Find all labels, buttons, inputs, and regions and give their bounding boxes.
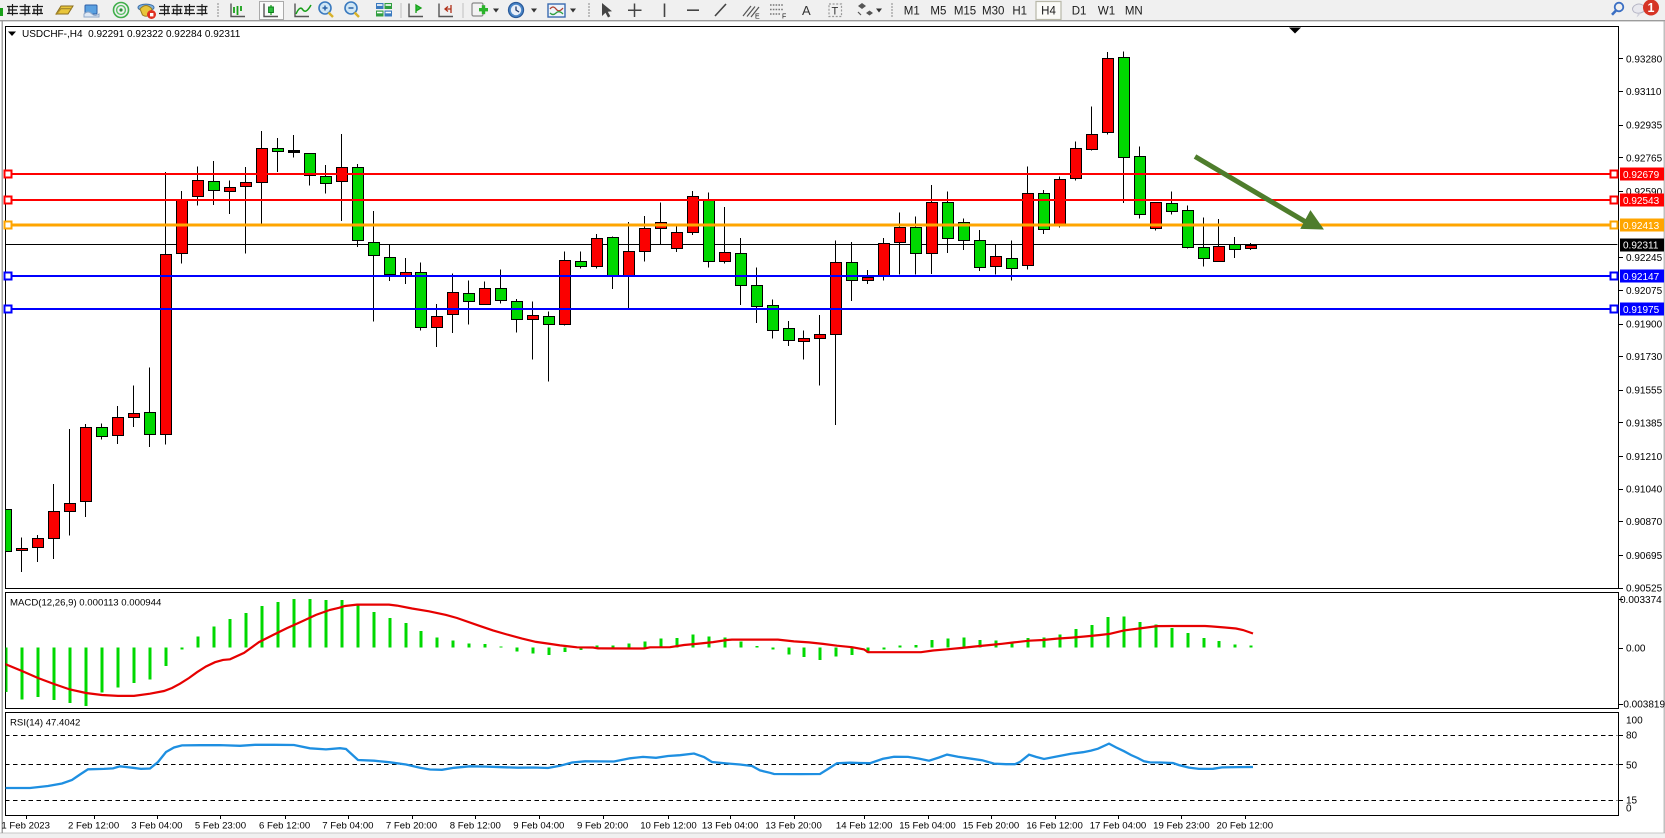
svg-text:0.91385: 0.91385 xyxy=(1626,418,1663,429)
svg-text:1 Feb 2023: 1 Feb 2023 xyxy=(1,821,50,832)
svg-text:0.92147: 0.92147 xyxy=(1623,272,1660,283)
svg-text:7 Feb 04:00: 7 Feb 04:00 xyxy=(322,821,373,832)
svg-text:T: T xyxy=(832,6,839,18)
svg-text:0.92765: 0.92765 xyxy=(1626,153,1663,164)
svg-text:14 Feb 12:00: 14 Feb 12:00 xyxy=(836,821,893,832)
svg-text:USDCHF-,H4 0.92291 0.92322 0.: USDCHF-,H4 0.92291 0.92322 0.92284 0.923… xyxy=(22,29,241,40)
svg-text:0.92590: 0.92590 xyxy=(1626,187,1663,198)
svg-text:F: F xyxy=(782,14,786,21)
svg-text:M1: M1 xyxy=(904,6,920,18)
svg-text:MACD(12,26,9) 0.000113 0.00094: MACD(12,26,9) 0.000113 0.000944 xyxy=(10,598,162,609)
svg-text:0.92935: 0.92935 xyxy=(1626,121,1663,132)
svg-text:20 Feb 12:00: 20 Feb 12:00 xyxy=(1217,821,1274,832)
svg-text:13 Feb 20:00: 13 Feb 20:00 xyxy=(765,821,822,832)
svg-text:0.91730: 0.91730 xyxy=(1626,352,1663,363)
svg-text:MN: MN xyxy=(1125,6,1143,18)
svg-text:E: E xyxy=(755,14,760,21)
svg-text:W1: W1 xyxy=(1098,6,1115,18)
svg-text:0.90870: 0.90870 xyxy=(1626,517,1663,528)
svg-text:0.93110: 0.93110 xyxy=(1626,87,1662,98)
svg-text:A: A xyxy=(802,3,811,18)
svg-text:13 Feb 04:00: 13 Feb 04:00 xyxy=(702,821,759,832)
svg-text:15 Feb 20:00: 15 Feb 20:00 xyxy=(963,821,1020,832)
svg-text:1: 1 xyxy=(1648,1,1655,15)
svg-text:0.92543: 0.92543 xyxy=(1623,196,1660,207)
svg-text:16 Feb 12:00: 16 Feb 12:00 xyxy=(1026,821,1083,832)
svg-text:2 Feb 12:00: 2 Feb 12:00 xyxy=(68,821,119,832)
svg-text:-0.003819: -0.003819 xyxy=(1620,700,1665,711)
svg-text:0.003374: 0.003374 xyxy=(1620,595,1662,606)
svg-text:17 Feb 04:00: 17 Feb 04:00 xyxy=(1090,821,1147,832)
svg-text:8 Feb 12:00: 8 Feb 12:00 xyxy=(450,821,501,832)
svg-text:0.93280: 0.93280 xyxy=(1626,55,1663,66)
svg-text:100: 100 xyxy=(1626,716,1643,727)
svg-text:0.90695: 0.90695 xyxy=(1626,551,1663,562)
svg-text:80: 80 xyxy=(1626,731,1638,742)
svg-text:0.91040: 0.91040 xyxy=(1626,485,1663,496)
svg-text:5 Feb 23:00: 5 Feb 23:00 xyxy=(195,821,246,832)
svg-text:H4: H4 xyxy=(1041,6,1056,18)
svg-text:0.92075: 0.92075 xyxy=(1626,286,1663,297)
svg-text:15: 15 xyxy=(1626,796,1638,807)
svg-text:H1: H1 xyxy=(1012,6,1027,18)
svg-text:10 Feb 12:00: 10 Feb 12:00 xyxy=(640,821,697,832)
svg-text:0.92413: 0.92413 xyxy=(1623,221,1660,232)
svg-text:0.92679: 0.92679 xyxy=(1623,170,1660,181)
svg-text:6 Feb 12:00: 6 Feb 12:00 xyxy=(259,821,310,832)
svg-text:9 Feb 04:00: 9 Feb 04:00 xyxy=(513,821,564,832)
svg-text:0.91900: 0.91900 xyxy=(1626,320,1663,331)
svg-text:RSI(14) 47.4042: RSI(14) 47.4042 xyxy=(10,718,80,729)
svg-text:0.91210: 0.91210 xyxy=(1626,452,1663,463)
svg-text:0: 0 xyxy=(1626,804,1632,815)
svg-text:0.90525: 0.90525 xyxy=(1626,584,1663,595)
svg-text:19 Feb 23:00: 19 Feb 23:00 xyxy=(1153,821,1210,832)
svg-text:0.92245: 0.92245 xyxy=(1626,253,1663,264)
svg-text:D1: D1 xyxy=(1072,6,1087,18)
svg-text:0.00: 0.00 xyxy=(1626,644,1646,655)
svg-text:0.92311: 0.92311 xyxy=(1623,241,1659,252)
svg-text:7 Feb 20:00: 7 Feb 20:00 xyxy=(386,821,437,832)
svg-text:0.91555: 0.91555 xyxy=(1626,386,1663,397)
svg-text:9 Feb 20:00: 9 Feb 20:00 xyxy=(577,821,628,832)
svg-text:M30: M30 xyxy=(982,6,1004,18)
svg-text:0.91975: 0.91975 xyxy=(1623,305,1660,316)
svg-text:3 Feb 04:00: 3 Feb 04:00 xyxy=(131,821,182,832)
svg-text:M5: M5 xyxy=(930,6,946,18)
svg-text:50: 50 xyxy=(1626,760,1638,771)
svg-text:M15: M15 xyxy=(954,6,976,18)
svg-text:15 Feb 04:00: 15 Feb 04:00 xyxy=(899,821,956,832)
